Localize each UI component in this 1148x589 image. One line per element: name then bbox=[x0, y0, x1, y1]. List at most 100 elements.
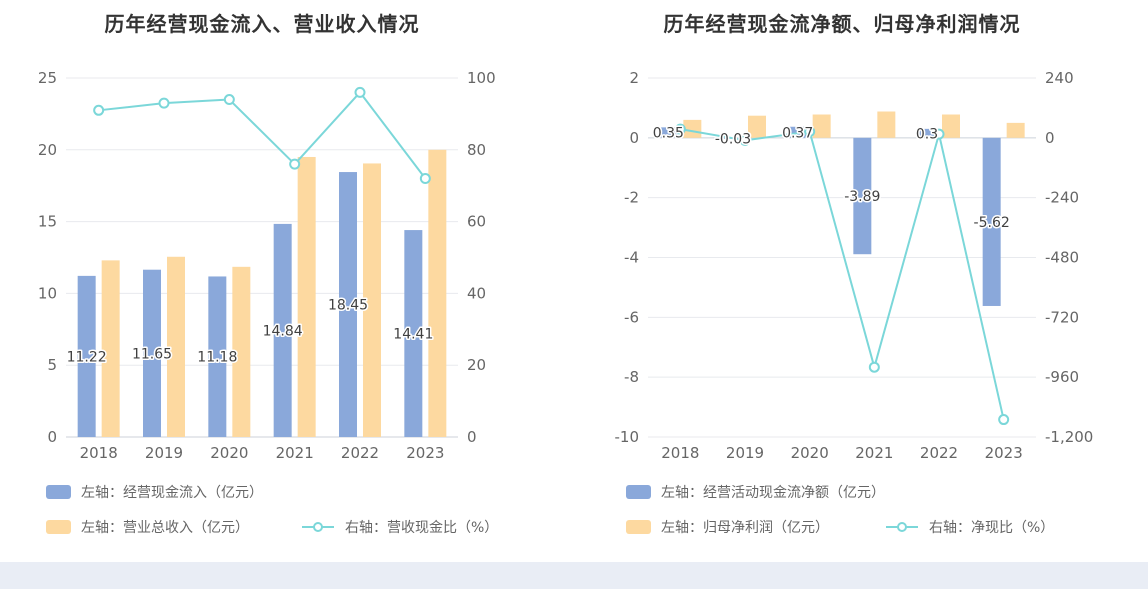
bar bbox=[363, 163, 381, 437]
chart-title: 历年经营现金流入、营业收入情况 bbox=[104, 12, 420, 36]
legend-label: 右轴：营收现金比（%） bbox=[345, 520, 499, 536]
bar bbox=[918, 128, 936, 138]
bar-value-label: 11.18 bbox=[197, 350, 237, 366]
left-axis-tick-label: 20 bbox=[38, 141, 57, 159]
legend-row: 左轴：归母净利润（亿元） 右轴：净现比（%） bbox=[626, 517, 1054, 537]
legend-row: 左轴：营业总收入（亿元） 右轴：营收现金比（%） bbox=[46, 517, 498, 537]
left-axis-tick-label: 10 bbox=[38, 284, 57, 302]
legend-item-total-revenue[interactable]: 左轴：营业总收入（亿元） bbox=[46, 517, 249, 537]
bar bbox=[404, 230, 423, 437]
trend-point bbox=[933, 128, 945, 140]
chart-canvas: 2 240 0 0 -2 -240 -4 -480 -6 -720 -8 -960 -10 -1,200 2… bbox=[615, 69, 1094, 462]
left-axis-tick-label: -6 bbox=[624, 308, 639, 326]
x-axis-label: 2019 bbox=[145, 444, 183, 462]
legend-label: 右轴：净现比（%） bbox=[929, 520, 1055, 536]
left-axis-tick-label: -10 bbox=[615, 428, 640, 446]
trend-point bbox=[354, 86, 366, 98]
legend-item-net-operating-cash-flow[interactable]: 左轴：经营活动现金流净额（亿元） bbox=[626, 482, 885, 502]
bar-value-label: 11.65 bbox=[132, 346, 172, 362]
legend-item-operating-cash-inflow[interactable]: 左轴：经营现金流入（亿元） bbox=[46, 482, 263, 502]
right-axis-tick-label: 0 bbox=[1045, 129, 1055, 147]
right-axis-tick-label: 20 bbox=[467, 356, 486, 374]
bar bbox=[167, 256, 185, 437]
right-axis-tick-label: 40 bbox=[467, 284, 486, 302]
x-axis-label: 2022 bbox=[341, 444, 379, 462]
line-marker-icon bbox=[885, 521, 919, 533]
yellow-bar-swatch-icon bbox=[626, 520, 651, 534]
right-axis-tick-label: 60 bbox=[467, 213, 486, 231]
trend-line bbox=[679, 128, 1005, 421]
bar bbox=[273, 223, 292, 437]
bar-value-label: -3.89 bbox=[844, 189, 880, 205]
left-axis-tick-label: -2 bbox=[624, 189, 639, 207]
legend-row: 左轴：经营现金流入（亿元） bbox=[46, 482, 263, 502]
blue-bar-swatch-icon bbox=[626, 485, 651, 499]
trend-point bbox=[223, 94, 235, 106]
legend-label: 左轴：营业总收入（亿元） bbox=[81, 520, 249, 536]
left-axis-tick-label: -4 bbox=[624, 249, 639, 267]
chart-panel-cash-inflow-revenue: 历年经营现金流入、营业收入情况 25 100 20 80 15 60 10 40 5 20 0 0 20… bbox=[38, 12, 498, 537]
chart-canvas: 25 100 20 80 15 60 10 40 5 20 0 0 2018 2019 2020 2021 20… bbox=[38, 69, 496, 462]
x-axis-label: 2018 bbox=[661, 444, 699, 462]
bar bbox=[1006, 122, 1025, 138]
bar bbox=[232, 266, 251, 437]
blue-bar-swatch-icon bbox=[46, 485, 71, 499]
bar bbox=[982, 137, 1001, 306]
right-axis-tick-label: -240 bbox=[1045, 189, 1079, 207]
bar-value-label: 18.45 bbox=[328, 298, 368, 314]
trend-point bbox=[868, 361, 880, 373]
bar bbox=[659, 127, 678, 138]
trend-point bbox=[419, 173, 431, 185]
left-axis-tick-label: 0 bbox=[629, 129, 639, 147]
trend-line bbox=[97, 91, 427, 180]
bar-value-label: 14.84 bbox=[263, 323, 303, 339]
bar-value-label: -0.03 bbox=[715, 131, 751, 147]
right-axis-tick-label: 100 bbox=[467, 69, 496, 87]
right-axis-tick-label: -1,200 bbox=[1045, 428, 1093, 446]
right-axis-tick-label: 240 bbox=[1045, 69, 1074, 87]
legend-label: 左轴：经营活动现金流净额（亿元） bbox=[661, 485, 885, 501]
legend-item-revenue-cash-ratio[interactable]: 右轴：营收现金比（%） bbox=[301, 517, 498, 537]
legend-label: 左轴：经营现金流入（亿元） bbox=[81, 485, 263, 501]
bar-value-label: 0.37 bbox=[782, 125, 813, 141]
left-axis-tick-label: 15 bbox=[38, 213, 57, 231]
bar-value-label: 0.35 bbox=[653, 126, 684, 142]
left-axis-tick-label: 2 bbox=[629, 69, 639, 87]
left-axis-tick-label: 0 bbox=[47, 428, 57, 446]
x-axis-label: 2020 bbox=[791, 444, 829, 462]
bar bbox=[853, 137, 872, 255]
bar bbox=[877, 111, 896, 138]
bar bbox=[101, 260, 120, 437]
bar bbox=[683, 119, 702, 138]
yellow-bar-swatch-icon bbox=[46, 520, 71, 534]
legend-item-net-profit[interactable]: 左轴：归母净利润（亿元） bbox=[626, 517, 829, 537]
bar bbox=[297, 156, 316, 438]
right-axis-tick-label: -960 bbox=[1045, 368, 1079, 386]
trend-point bbox=[674, 123, 686, 135]
trend-point bbox=[998, 414, 1010, 426]
bar-value-label: 11.22 bbox=[67, 349, 107, 365]
left-axis-tick-label: -8 bbox=[624, 368, 639, 386]
trend-point bbox=[289, 158, 301, 170]
left-axis-tick-label: 5 bbox=[47, 356, 57, 374]
bar bbox=[339, 172, 357, 438]
x-axis-label: 2023 bbox=[406, 444, 444, 462]
bar-value-label: 14.41 bbox=[393, 327, 433, 343]
chart-panel-net-cashflow-profit: 历年经营现金流净额、归母净利润情况 2 240 0 0 -2 -240 -4 -480 -6 -7… bbox=[574, 0, 1148, 589]
trend-point bbox=[739, 134, 751, 146]
x-axis-label: 2022 bbox=[920, 444, 958, 462]
trend-point bbox=[93, 104, 105, 116]
left-axis-tick-label: 25 bbox=[38, 69, 57, 87]
bar bbox=[77, 275, 96, 437]
bar-value-label: -5.62 bbox=[974, 215, 1010, 231]
x-axis-label: 2021 bbox=[276, 444, 314, 462]
legend-item-net-cash-ratio[interactable]: 右轴：净现比（%） bbox=[885, 517, 1054, 537]
x-axis-label: 2020 bbox=[210, 444, 248, 462]
x-axis-label: 2019 bbox=[726, 444, 764, 462]
bar bbox=[942, 114, 960, 138]
right-axis-tick-label: 0 bbox=[467, 428, 477, 446]
bar bbox=[143, 269, 161, 437]
line-marker-icon bbox=[301, 521, 335, 533]
right-axis-tick-label: 80 bbox=[467, 141, 486, 159]
